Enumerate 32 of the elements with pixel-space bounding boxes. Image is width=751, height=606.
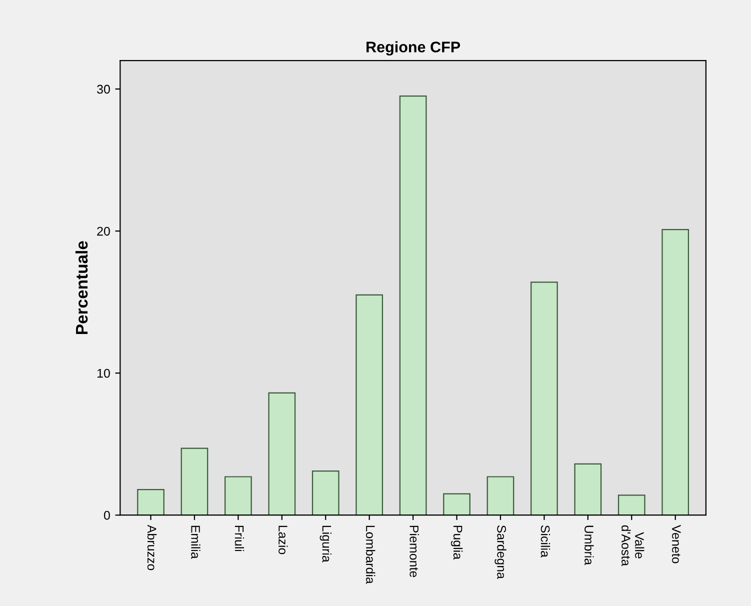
bar — [443, 493, 470, 516]
x-tick-label: Umbria — [584, 526, 594, 566]
x-tick-label: Abruzzo — [147, 524, 157, 570]
bar — [399, 96, 427, 516]
bar — [224, 476, 252, 516]
x-tick-label: Puglia — [450, 526, 463, 560]
bar — [180, 448, 208, 516]
y-tick-label: 30 — [97, 84, 110, 94]
x-tick-label: Valle d'Aosta — [622, 525, 644, 566]
bar — [137, 488, 164, 516]
x-tick-label: Liguria — [320, 526, 332, 562]
bar — [530, 282, 558, 516]
bar — [356, 294, 384, 516]
x-tick-label: Emilia — [191, 526, 200, 559]
bar — [312, 470, 340, 516]
x-tick-label: Sardegna — [494, 525, 506, 580]
y-tick-label: 0 — [104, 510, 110, 520]
x-tick-label: Lazio — [278, 526, 288, 554]
x-tick-label: Sicilia — [540, 525, 550, 558]
x-tick-label: Piemonte — [410, 526, 419, 578]
y-axis-title: Percentuale — [75, 241, 88, 334]
x-tick-label: Veneto — [672, 524, 681, 564]
chart-title: Regione CFP — [366, 41, 460, 56]
y-tick-label: 20 — [97, 226, 110, 236]
bar — [662, 229, 690, 516]
x-tick-label: Lombardia — [366, 526, 376, 584]
bar — [618, 494, 646, 516]
bar — [486, 476, 514, 516]
y-tick-label: 10 — [97, 368, 110, 378]
bar — [268, 392, 296, 516]
x-tick-label: Friuli — [234, 526, 244, 552]
bar — [574, 463, 602, 516]
